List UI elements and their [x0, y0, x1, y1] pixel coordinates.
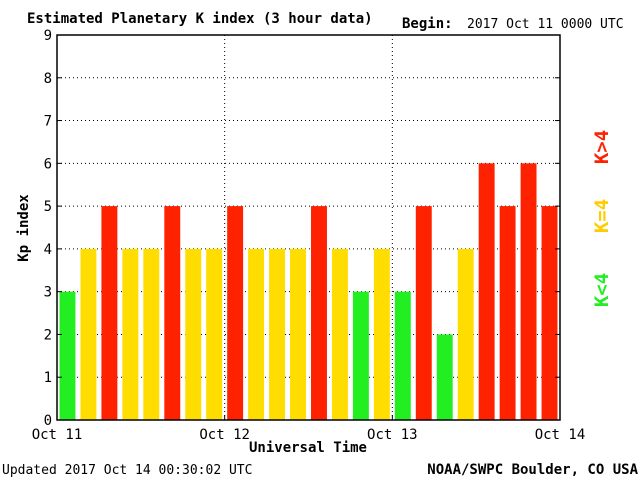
- kp-bar: [478, 163, 495, 421]
- x-tick-label: Oct 11: [32, 427, 83, 443]
- y-tick-label: 4: [44, 242, 52, 258]
- begin-value: 2017 Oct 11 0000 UTC: [467, 17, 624, 32]
- y-axis-ticks: 0 1 2 3 4 5 6 7 8 9: [44, 28, 560, 429]
- kp-bar: [415, 206, 432, 420]
- kp-bar: [290, 248, 306, 420]
- kp-bar: [122, 248, 139, 420]
- y-tick-label: 2: [44, 327, 52, 343]
- begin-label: Begin:: [402, 16, 453, 32]
- kp-bar: [311, 206, 327, 420]
- x-tick-label: Oct 14: [535, 427, 586, 443]
- kp-bar: [352, 291, 369, 420]
- legend-mid: K=4: [591, 199, 613, 233]
- kp-bar: [436, 334, 453, 420]
- x-axis-ticks: Oct 11 Oct 12 Oct 13 Oct 14: [32, 415, 586, 443]
- kp-bar: [499, 206, 516, 420]
- kp-bar: [227, 206, 244, 420]
- kp-bar: [520, 163, 537, 421]
- bars: [59, 163, 558, 421]
- chart-title: Estimated Planetary K index (3 hour data…: [27, 11, 373, 27]
- y-tick-label: 0: [44, 413, 52, 429]
- kp-bar: [164, 206, 181, 420]
- legend-low: K<4: [591, 273, 613, 307]
- plot-frame: [56, 34, 561, 421]
- y-tick-label: 5: [44, 199, 52, 215]
- updated-timestamp: Updated 2017 Oct 14 00:30:02 UTC: [2, 463, 252, 478]
- y-tick-label: 8: [44, 71, 52, 87]
- kp-bar: [457, 248, 474, 420]
- kp-bar: [331, 248, 348, 420]
- kp-bar: [394, 291, 411, 420]
- y-tick-label: 7: [44, 114, 52, 130]
- y-tick-label: 1: [44, 370, 52, 386]
- kp-bar: [101, 206, 118, 420]
- kp-bar: [373, 248, 390, 420]
- kp-bar: [206, 248, 223, 420]
- kp-bar: [143, 248, 160, 420]
- grid-lines: [57, 35, 560, 420]
- kp-bar: [248, 248, 265, 420]
- y-tick-label: 9: [44, 28, 52, 44]
- x-tick-label: Oct 12: [199, 427, 250, 443]
- kp-bar: [59, 291, 76, 420]
- kp-bar: [185, 248, 202, 420]
- kp-bar: [541, 206, 558, 420]
- legend-high: K>4: [591, 130, 613, 164]
- kp-bar: [269, 248, 286, 420]
- plot-area: [57, 35, 560, 420]
- y-tick-label: 6: [44, 156, 52, 172]
- y-tick-label: 3: [44, 285, 52, 301]
- x-axis-label: Universal Time: [249, 440, 367, 456]
- x-tick-label: Oct 13: [367, 427, 418, 443]
- source-credit: NOAA/SWPC Boulder, CO USA: [427, 462, 638, 478]
- kp-bar: [80, 248, 97, 420]
- y-axis-label: Kp index: [16, 194, 32, 262]
